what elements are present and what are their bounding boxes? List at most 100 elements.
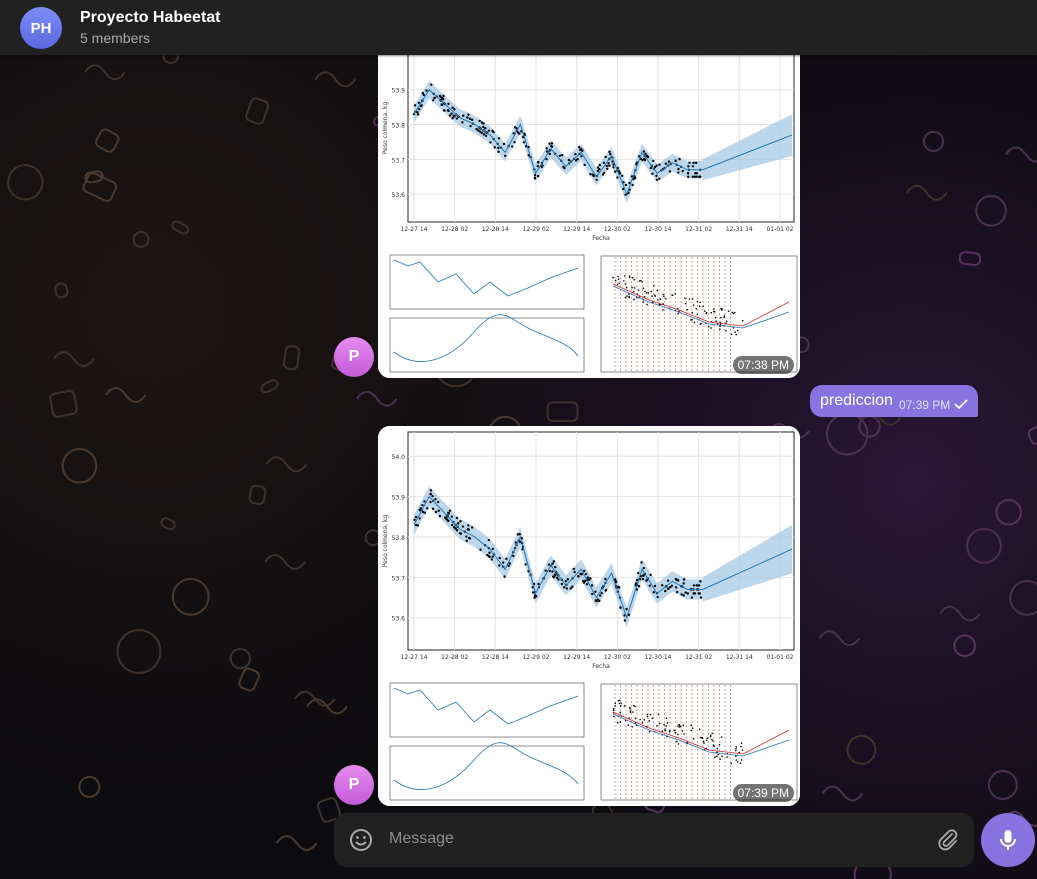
data-point: [644, 152, 647, 155]
data-point: [503, 575, 506, 578]
data-point: [612, 276, 614, 279]
data-point: [416, 113, 420, 116]
data-point: [455, 516, 459, 520]
data-point: [443, 109, 446, 112]
x-tick-label: 12-29 02: [523, 226, 550, 233]
data-point: [679, 725, 682, 728]
daily-curve: [393, 314, 579, 362]
data-point: [686, 172, 690, 175]
data-point: [616, 721, 619, 724]
data-point: [633, 298, 635, 301]
data-point: [623, 275, 626, 277]
data-point: [652, 159, 655, 163]
y-tick-label: 53.6: [392, 616, 406, 623]
data-point: [713, 308, 715, 310]
data-point: [573, 570, 576, 574]
y-axis-label: Peso colmena, kg: [382, 102, 389, 155]
data-point: [421, 91, 424, 95]
data-point: [629, 710, 632, 712]
group-avatar[interactable]: PH: [20, 7, 62, 49]
data-point: [681, 730, 684, 732]
data-point: [554, 574, 557, 577]
data-point: [455, 529, 459, 532]
plot-area: [600, 683, 798, 801]
data-point: [682, 594, 685, 597]
outgoing-message[interactable]: prediccion 07:39 PM: [810, 385, 979, 417]
sender-avatar[interactable]: P: [334, 765, 374, 805]
message-input[interactable]: Message: [389, 830, 454, 847]
message-text: prediccion: [820, 392, 893, 409]
data-point: [696, 313, 699, 316]
data-point: [659, 298, 662, 301]
y-tick-label: 53.8: [392, 123, 406, 130]
emoji-icon[interactable]: [348, 827, 374, 858]
data-point: [419, 507, 422, 510]
data-point: [618, 586, 621, 589]
data-point: [732, 327, 735, 329]
photo-album[interactable]: 53.6 53.7 53.8 53.9 12-27 14 12-28 02 12-28 14…: [378, 40, 800, 378]
components-chart-photo[interactable]: [378, 680, 586, 806]
forecast-line: [413, 495, 793, 620]
data-point: [705, 311, 708, 314]
chat-title[interactable]: Proyecto Habeetat: [80, 9, 221, 26]
data-point: [598, 594, 602, 597]
data-point: [537, 582, 540, 586]
data-point: [429, 489, 433, 492]
data-point: [720, 308, 722, 310]
data-point: [459, 532, 463, 535]
data-point: [590, 584, 594, 587]
data-point: [446, 109, 450, 112]
doodle: [283, 345, 301, 371]
data-point: [544, 569, 547, 572]
paperclip-icon[interactable]: [936, 828, 960, 857]
data-point: [627, 724, 630, 726]
data-point: [674, 731, 677, 734]
data-point: [719, 328, 721, 330]
data-point: [560, 582, 564, 586]
data-point: [741, 319, 744, 322]
doodle: [987, 770, 1018, 800]
data-point: [669, 585, 672, 589]
data-point: [628, 295, 630, 298]
forecast-chart-photo[interactable]: 53.6 53.7 53.8 53.9 54.0 12-27 14 12-28 02 12-2…: [378, 426, 800, 678]
data-point: [429, 500, 432, 504]
data-point: [434, 497, 437, 501]
data-point: [695, 172, 698, 175]
chat-header[interactable]: PH Proyecto Habeetat 5 members: [0, 0, 1037, 55]
data-point: [677, 743, 680, 745]
data-point: [684, 297, 686, 299]
forecast-chart-photo[interactable]: 53.6 53.7 53.8 53.9 12-27 14 12-28 02 12-28 14…: [378, 40, 800, 250]
data-point: [462, 114, 465, 117]
microphone-button[interactable]: [981, 813, 1035, 867]
data-point: [503, 154, 507, 158]
sender-avatar[interactable]: P: [334, 337, 374, 377]
data-point: [702, 740, 705, 743]
doodle: [248, 484, 267, 505]
data-point: [624, 296, 627, 299]
changepoints-chart-photo[interactable]: 07:38 PM: [589, 252, 800, 378]
photo-album[interactable]: 53.6 53.7 53.8 53.9 54.0 12-27 14 12-28 02 12-2…: [378, 426, 800, 806]
doodle: [922, 130, 945, 152]
data-point: [676, 740, 678, 743]
check-icon: [954, 396, 968, 414]
components-chart-photo[interactable]: [378, 252, 586, 378]
message-composer[interactable]: Message: [334, 813, 974, 867]
data-point: [612, 163, 615, 166]
data-point: [735, 749, 737, 752]
data-point: [557, 578, 560, 581]
data-point: [740, 745, 742, 748]
data-point: [486, 553, 489, 557]
data-point: [484, 134, 488, 137]
data-point: [453, 108, 456, 111]
data-point: [436, 500, 440, 504]
data-point: [596, 169, 600, 173]
data-point: [628, 293, 630, 295]
data-point: [475, 128, 478, 131]
data-point: [652, 591, 656, 594]
doodle: [546, 401, 579, 422]
data-point: [695, 175, 698, 178]
doodle: [995, 499, 1022, 526]
data-point: [634, 705, 636, 708]
doodle: [116, 629, 162, 674]
changepoints-chart-photo[interactable]: 07:39 PM: [589, 680, 800, 806]
